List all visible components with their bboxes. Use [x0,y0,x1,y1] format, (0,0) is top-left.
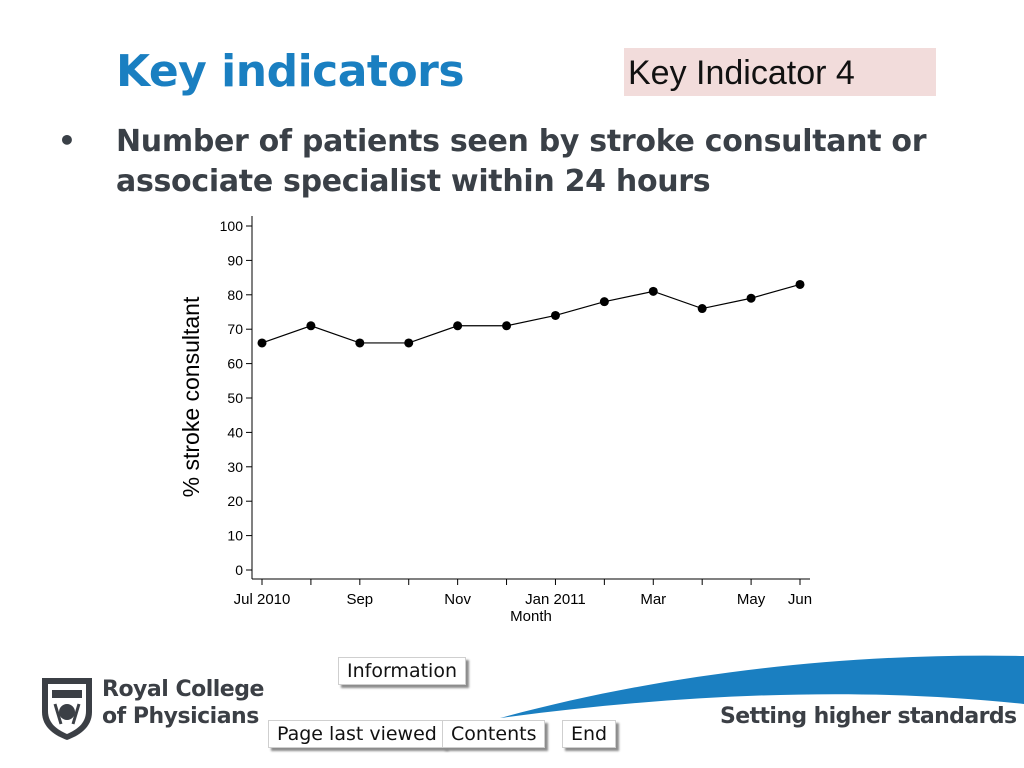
tagline: Setting higher standards [720,704,1017,729]
x-tick-label: Jul 2010 [234,591,291,608]
series-line [261,283,801,344]
data-point [257,338,267,348]
data-point [648,286,658,296]
data-point [795,279,805,289]
bullet-text: Number of patients seen by stroke consul… [116,124,927,199]
logo-line-1: Royal College [102,677,264,702]
data-point [453,321,463,331]
information-button[interactable]: Information [338,657,466,685]
y-tick-label: 0 [235,562,243,578]
y-tick-label: 50 [227,390,243,406]
data-point [599,297,609,307]
contents-button[interactable]: Contents [442,720,546,748]
page-last-viewed-button[interactable]: Page last viewed [268,720,446,748]
line-chart: 0 10 20 30 40 50 60 70 80 90 100 Jul 2010 Sep Nov Jan … [178,216,812,625]
x-tick-label: May [737,591,766,608]
y-tick-label: 60 [227,356,243,372]
y-tick-label: 20 [227,493,243,509]
y-tick-label: 90 [227,252,243,268]
y-axis-title: % stroke consultant [178,296,204,497]
x-tick-label: Mar [640,591,666,608]
logo-text: Royal College of Physicians [102,676,264,730]
y-tick-label: 80 [227,287,243,303]
data-point [550,310,560,320]
slide-title: Key indicators [116,46,465,97]
end-button[interactable]: End [562,720,617,748]
crest-icon [42,678,92,740]
x-tick-label: Jan 2011 [525,591,586,608]
logo-line-2: of Physicians [102,704,259,729]
data-point [502,321,512,331]
y-tick-label: 30 [227,459,243,475]
x-tick-label: Nov [444,591,471,608]
y-tick-label: 100 [220,218,244,234]
y-tick-label: 10 [227,528,243,544]
y-tick-label: 70 [227,321,243,337]
bullet-icon: • [58,124,76,157]
y-tick-label: 40 [227,424,243,440]
data-point [306,321,316,331]
data-point [355,338,365,348]
data-point [404,338,414,348]
data-point [697,304,707,314]
key-indicator-badge: Key Indicator 4 [624,48,936,96]
data-point [746,293,756,303]
x-tick-label: Jun [788,591,812,608]
x-tick-label: Sep [346,591,373,608]
x-axis-title: Month [510,608,552,625]
